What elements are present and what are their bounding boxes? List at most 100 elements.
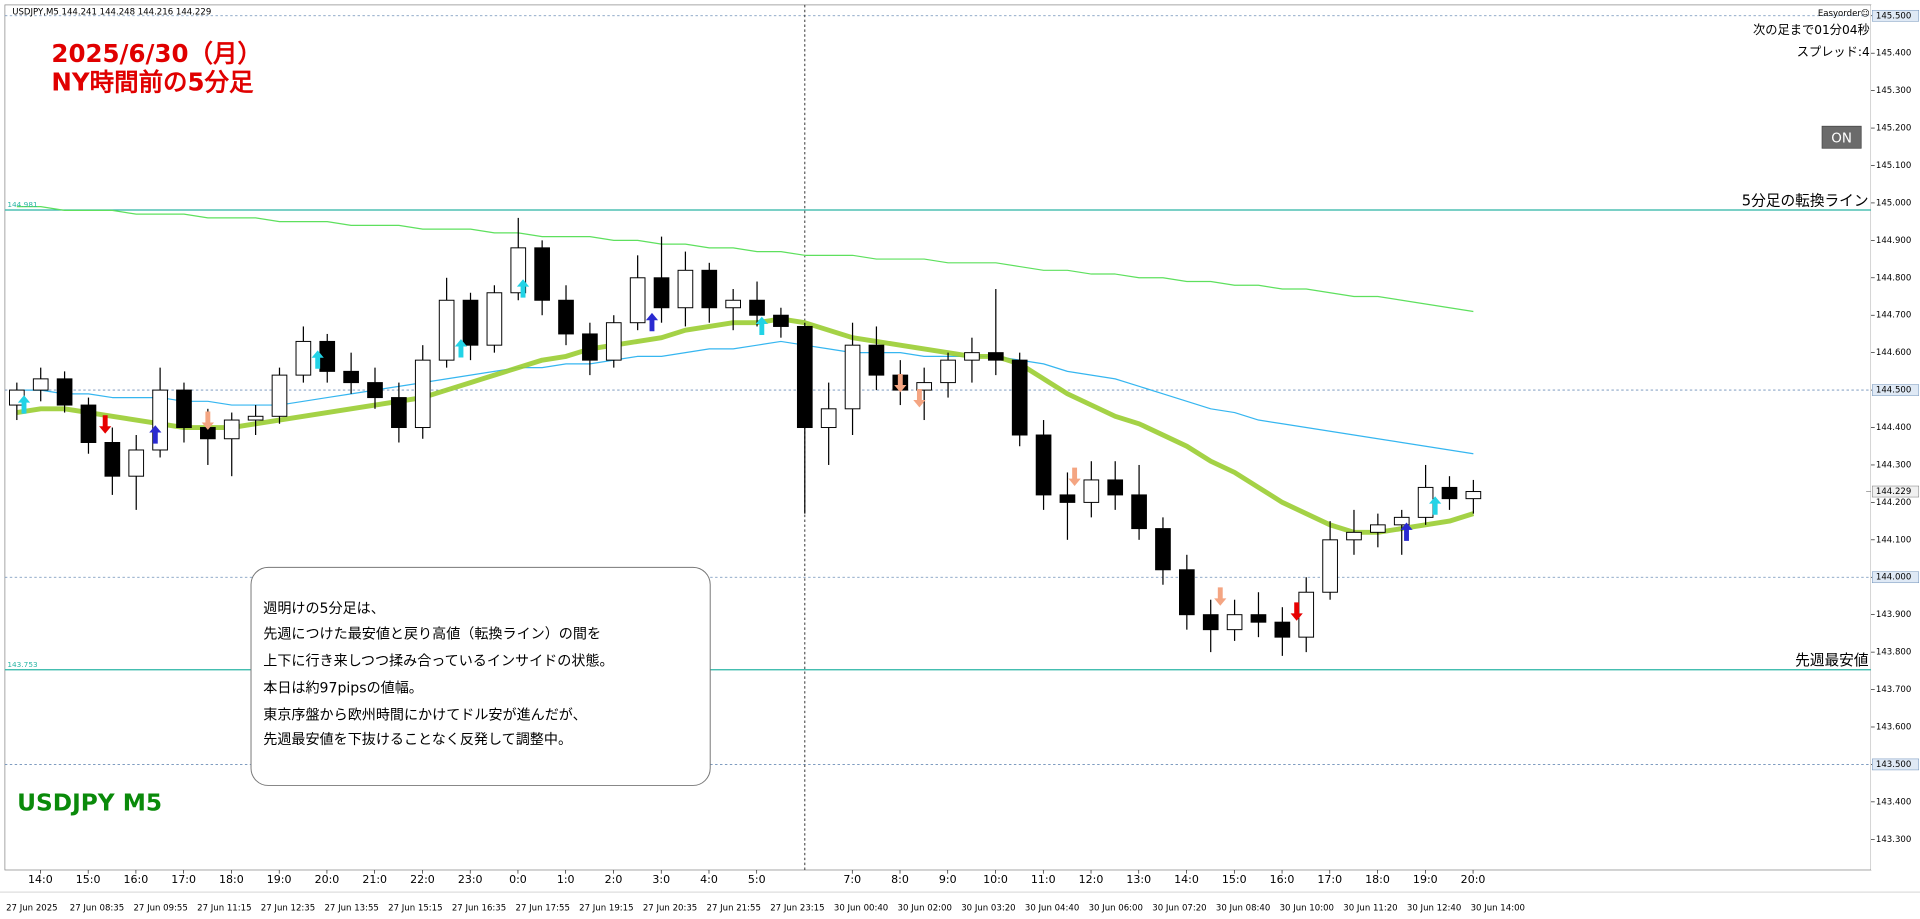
candle-body: [1346, 531, 1362, 541]
date-label: 27 Jun 08:35: [70, 903, 124, 913]
hour-label: 14:0: [28, 873, 53, 886]
hour-label: 18:0: [219, 873, 244, 886]
signal-arrow: [99, 415, 112, 434]
h-line-tag: [1872, 571, 1920, 584]
signal-arrow: [755, 316, 768, 336]
hour-label: 12:0: [1079, 873, 1104, 886]
signal-arrow: [1429, 496, 1442, 515]
note-line: 東京序盤から欧州時間にかけてドル安が進んだが、: [263, 708, 586, 724]
candle-body: [223, 419, 240, 440]
hour-label: 15:0: [76, 873, 101, 886]
date-label: 27 Jun 09:55: [133, 903, 187, 913]
candle-body: [1035, 434, 1052, 496]
date-label: 30 Jun 12:40: [1407, 903, 1461, 913]
on-button-label[interactable]: ON: [1831, 130, 1852, 146]
y-tick-label: 144.700: [1876, 311, 1911, 321]
y-tick-label: 143.600: [1876, 722, 1911, 732]
candle-body: [1155, 528, 1171, 571]
y-tick-label: 143.700: [1876, 685, 1911, 695]
candle-body: [295, 340, 312, 376]
date-label: 27 Jun 19:15: [579, 903, 633, 913]
title-line: 2025/6/30（月）: [51, 39, 262, 68]
hour-label: 10:0: [983, 873, 1008, 886]
y-tick-label: 144.100: [1876, 535, 1911, 545]
date-label: 30 Jun 10:00: [1280, 903, 1334, 913]
candle-body: [677, 269, 694, 309]
signal-arrow: [1290, 602, 1303, 621]
candle-body: [844, 344, 861, 410]
candle-body: [653, 277, 670, 309]
hour-label: 16:0: [1270, 873, 1295, 886]
candle-body: [32, 378, 49, 391]
candle-body: [1107, 479, 1124, 496]
candle-body: [343, 370, 359, 384]
hour-label: 13:0: [1126, 873, 1151, 886]
hour-label: 4:0: [700, 873, 718, 886]
y-tick-label: 145.000: [1876, 198, 1911, 208]
candle-body: [1011, 359, 1028, 436]
signal-arrow: [1214, 587, 1227, 606]
y-tick-label: 144.200: [1876, 498, 1911, 508]
candle-body: [56, 378, 73, 406]
candle-body: [987, 352, 1004, 361]
candle-body: [534, 247, 550, 301]
candle-body: [367, 382, 383, 399]
date-label: 30 Jun 14:00: [1471, 903, 1525, 913]
candle-body: [796, 325, 813, 429]
symbol-label: USDJPY M5: [17, 789, 162, 816]
y-tick-label: 143.300: [1876, 835, 1911, 845]
y-tick-label: 144.500: [1876, 386, 1911, 396]
date-label: 27 Jun 17:55: [516, 903, 570, 913]
y-tick-label: 144.600: [1876, 348, 1911, 358]
signal-arrow: [894, 374, 907, 393]
signal-arrow: [913, 389, 926, 408]
hour-label: 9:0: [939, 873, 957, 886]
candle-body: [558, 299, 574, 335]
on-button[interactable]: [1821, 125, 1862, 149]
hour-label: 20:0: [1461, 873, 1486, 886]
candle-body: [1131, 494, 1147, 530]
note-line: 先週最安値を下抜けることなく反発して調整中。: [263, 732, 572, 748]
candle-body: [1083, 479, 1100, 503]
signal-arrow: [1068, 467, 1081, 486]
candle-body: [1059, 494, 1076, 503]
y-tick-label: 143.800: [1876, 648, 1911, 658]
date-label: 30 Jun 04:40: [1025, 903, 1079, 913]
h-line-tag: [1872, 758, 1920, 771]
candle-body: [104, 442, 121, 477]
candle-body: [1226, 614, 1243, 631]
y-tick-label: 144.400: [1876, 423, 1911, 433]
candle-body: [820, 408, 837, 429]
hour-label: 20:0: [315, 873, 340, 886]
candle-body: [1202, 614, 1219, 631]
hour-label: 3:0: [652, 873, 670, 886]
moving-average: [16, 206, 1474, 313]
candle-body: [964, 352, 980, 361]
candle-body: [176, 389, 192, 429]
date-label: 27 Jun 2025: [6, 903, 57, 913]
candle-body: [438, 299, 455, 361]
candle-body: [701, 269, 718, 309]
note-line: 週明けの5分足は、: [263, 601, 385, 617]
signal-arrow: [311, 350, 324, 369]
candle-body: [486, 292, 503, 346]
note-line: 上下に行き来しつつ揉み合っているインサイドの状態。: [263, 654, 613, 670]
signal-arrow: [645, 312, 659, 332]
date-label: 27 Jun 20:35: [643, 903, 697, 913]
y-tick-label: 145.100: [1876, 161, 1911, 171]
date-label: 27 Jun 13:55: [324, 903, 378, 913]
last-price-tag: [1872, 485, 1920, 498]
candle-body: [128, 449, 145, 477]
candle-body: [1322, 539, 1338, 593]
date-label: 27 Jun 23:15: [770, 903, 824, 913]
signal-arrow: [149, 425, 162, 444]
date-label: 30 Jun 02:00: [898, 903, 952, 913]
signal-arrow: [201, 411, 214, 430]
grid-layer: [0, 4, 1920, 893]
note-line: 本日は約97pipsの値幅。: [263, 681, 423, 697]
y-tick-label: 145.300: [1876, 86, 1911, 96]
hour-label: 16:0: [124, 873, 149, 886]
hour-label: 15:0: [1222, 873, 1247, 886]
signal-arrow: [17, 395, 31, 414]
signal-arrow: [454, 339, 468, 358]
